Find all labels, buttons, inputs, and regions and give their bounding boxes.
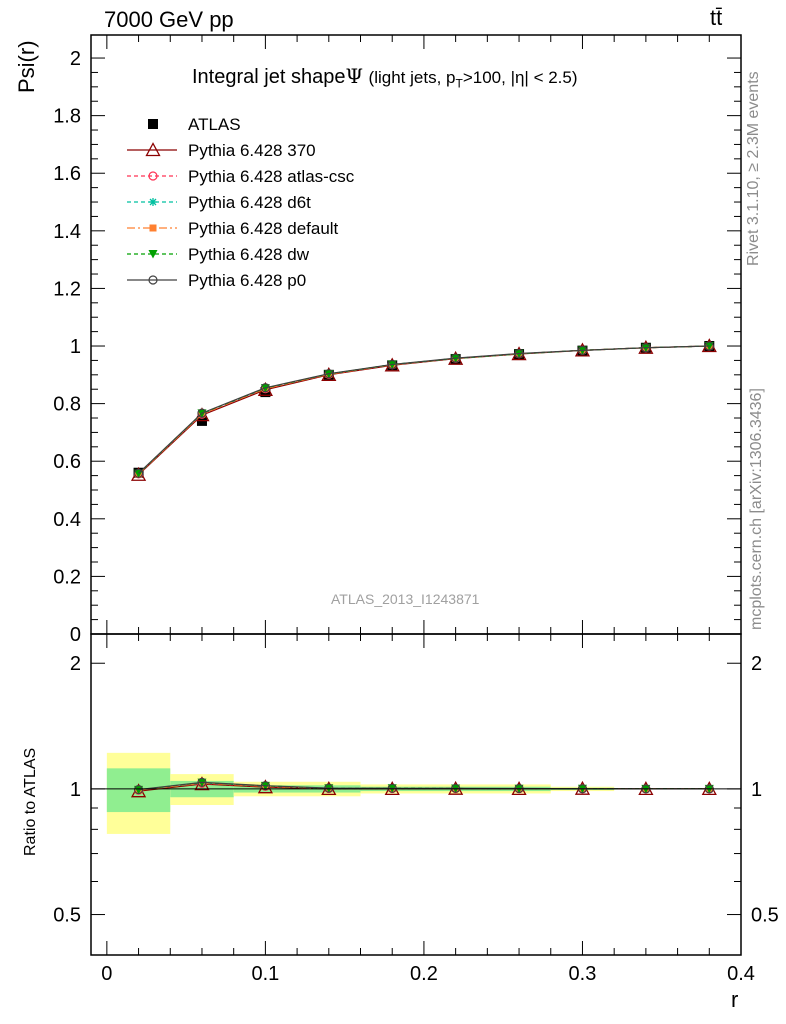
y-tick-label: 2 — [70, 48, 81, 70]
ratio-tick-label: 2 — [70, 653, 81, 675]
x-axis-label: r — [731, 987, 739, 1012]
series-point — [704, 341, 714, 351]
series-line — [138, 345, 710, 475]
series-point — [514, 348, 524, 359]
y-tick-label: 0.4 — [53, 509, 81, 531]
ratio-series-point — [197, 777, 207, 787]
y-axis-label: Psi(r) — [14, 40, 39, 93]
analysis-id: ATLAS_2013_I1243871 — [331, 591, 480, 607]
series-line — [138, 345, 710, 474]
legend-marker — [145, 142, 161, 157]
rivet-version: Rivet 3.1.10, ≥ 2.3M events — [745, 71, 762, 266]
axes: 0 0.2 0.4 0.6 0.8 1 1.2 1.4 1.6 1.8 2 0 0.1 0.2 0.3 0.4… — [53, 34, 779, 985]
series-point — [451, 353, 461, 363]
y-tick-label: 0.6 — [53, 451, 81, 473]
ratio-series-point — [133, 784, 144, 795]
y-tick-label: 0.2 — [53, 566, 81, 588]
legend-label: Pythia 6.428 atlas-csc — [188, 167, 355, 186]
ratio-lines — [91, 776, 741, 798]
y-tick-label: 1 — [70, 336, 81, 358]
y-tick-label: 1.8 — [53, 106, 81, 128]
legend-marker — [148, 119, 158, 129]
ratio-series-point — [324, 783, 334, 793]
series-point — [260, 383, 270, 393]
ratio-series-point — [387, 783, 397, 793]
legend-marker — [149, 224, 157, 232]
series-point — [324, 369, 334, 379]
y-tick-label: 1.4 — [53, 221, 81, 243]
ratio-frame — [90, 633, 742, 956]
y-tick-label: 1.2 — [53, 278, 81, 300]
ratio-tick-label-right: 0.5 — [751, 905, 779, 927]
chart-title-detail: (light jets, pT>100, |η| < 2.5) — [368, 68, 578, 91]
legend-label: Pythia 6.428 dw — [188, 245, 310, 264]
legend-label: Pythia 6.428 p0 — [188, 271, 306, 290]
main-lines — [130, 338, 717, 481]
ratio-y-axis-label: Ratio to ATLAS — [22, 747, 39, 856]
ratio-series-point — [260, 781, 270, 791]
series-line — [138, 345, 710, 475]
y-tick-label: 0.8 — [53, 394, 81, 416]
legend-marker — [148, 250, 158, 259]
ratio-tick-label: 1 — [70, 779, 81, 801]
series-line — [138, 345, 710, 476]
ratio-tick-label-right: 2 — [751, 653, 762, 675]
ratio-tick-label-right: 1 — [751, 779, 762, 801]
legend-label: Pythia 6.428 d6t — [188, 193, 311, 212]
process-label: tt̄ — [710, 5, 723, 30]
x-tick-label: 0.4 — [727, 963, 755, 985]
x-tick-label: 0.3 — [569, 963, 597, 985]
series-line — [138, 345, 710, 475]
legend-label: Pythia 6.428 370 — [188, 141, 316, 160]
series-line — [138, 345, 710, 475]
y-tick-label: 0 — [70, 624, 81, 646]
legend-label: Pythia 6.428 default — [188, 219, 339, 238]
x-tick-label: 0 — [101, 963, 112, 985]
series-point — [197, 408, 207, 418]
legend-marker — [149, 198, 157, 206]
mcplots-credit: mcplots.cern.ch [arXiv:1306.3436] — [748, 388, 765, 630]
chart-title-main: Integral jet shape — [192, 66, 346, 88]
legend: ATLAS Pythia 6.428 370 Pythia 6.428 atlas-… — [127, 115, 355, 290]
energy-label: 7000 GeV pp — [104, 7, 234, 32]
series-point — [577, 345, 588, 355]
y-tick-label: 1.6 — [53, 163, 81, 185]
ratio-series-point — [451, 783, 461, 793]
chart-title-symbol: Ψ — [345, 64, 363, 88]
x-tick-label: 0.1 — [251, 963, 279, 985]
series-point — [133, 468, 144, 478]
legend-marker — [148, 171, 158, 181]
x-tick-label: 0.2 — [410, 963, 438, 985]
series-point — [387, 359, 397, 370]
ratio-tick-label: 0.5 — [53, 905, 81, 927]
ratio-series-point — [134, 785, 144, 795]
chart-title: Integral jet shapeΨ (light jets, pT>100,… — [192, 64, 578, 90]
legend-label: ATLAS — [188, 115, 241, 134]
legend-marker — [148, 275, 158, 285]
ratio-uncertainty-bands — [106, 752, 615, 834]
series-point — [641, 343, 651, 353]
